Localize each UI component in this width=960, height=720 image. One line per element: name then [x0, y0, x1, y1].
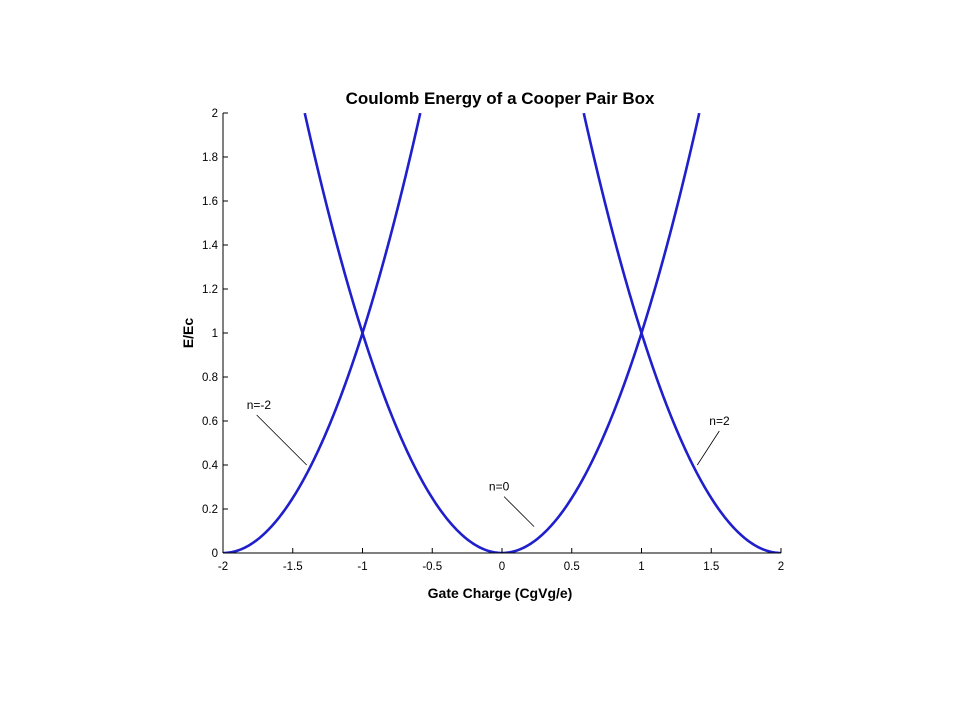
annotation-leader: [503, 496, 535, 527]
curve-annotations: n=-2 n=0 n=2: [247, 398, 730, 527]
annotation-label: n=0: [489, 480, 510, 494]
y-tick-label: 2: [212, 108, 218, 120]
x-tick-label: 2: [778, 561, 784, 573]
series-line-n=-2: [223, 113, 422, 553]
y-tick-label: 1.8: [202, 152, 218, 164]
y-tick-label: 0.4: [202, 460, 219, 472]
x-tick-label: -0.5: [422, 561, 442, 573]
y-tick-label: 0.2: [202, 504, 218, 516]
y-tick-label: 1: [212, 328, 218, 340]
chart-title: Coulomb Energy of a Cooper Pair Box: [346, 89, 655, 108]
x-tick-label: 1: [638, 561, 644, 573]
plot-lines: [223, 113, 781, 553]
x-tick-label: -2: [218, 561, 228, 573]
y-tick-label: 0.6: [202, 416, 218, 428]
y-axis-ticks: 0 0.2 0.4 0.6 0.8 1 1.2 1.4 1.6 1.8 2: [202, 108, 228, 560]
x-axis-label: Gate Charge (CgVg/e): [428, 585, 573, 601]
x-tick-label: -1: [357, 561, 367, 573]
y-tick-label: 0: [212, 548, 218, 560]
y-tick-label: 1.4: [202, 240, 219, 252]
y-tick-label: 0.8: [202, 372, 218, 384]
annotation-label: n=-2: [247, 398, 272, 412]
x-tick-label: 1.5: [703, 561, 719, 573]
annotation-label: n=2: [709, 414, 730, 428]
y-tick-label: 1.6: [202, 196, 218, 208]
annotation-leader: [696, 430, 720, 466]
annotation-leader: [256, 414, 307, 466]
x-tick-label: -1.5: [283, 561, 303, 573]
y-tick-label: 1.2: [202, 284, 218, 296]
x-axis-ticks: -2 -1.5 -1 -0.5 0 0.5 1 1.5 2: [218, 548, 784, 573]
x-tick-label: 0.5: [564, 561, 580, 573]
series-line-n=0: [303, 113, 701, 553]
x-tick-label: 0: [499, 561, 505, 573]
y-axis-label: E/Ec: [180, 318, 196, 349]
series-line-n=2: [582, 113, 781, 553]
